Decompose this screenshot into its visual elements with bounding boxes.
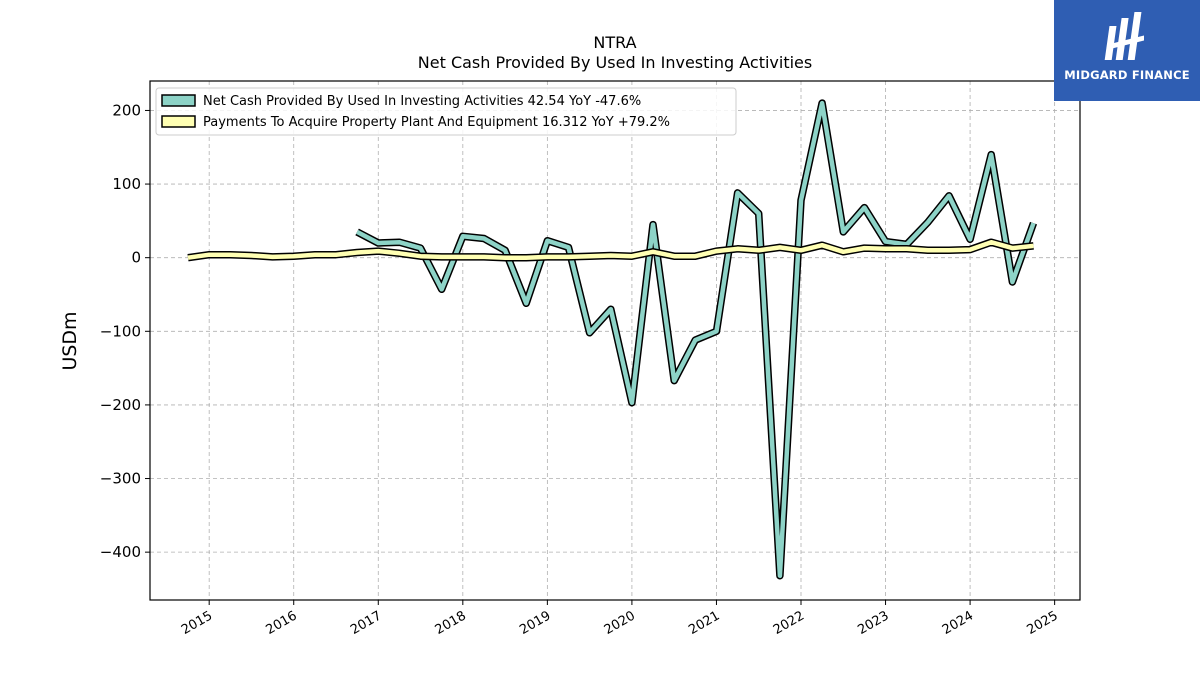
x-tick-label: 2016 [264, 608, 300, 638]
chart-title: NTRA [593, 33, 636, 52]
grid-lines [150, 81, 1080, 600]
y-tick-label: 200 [112, 101, 141, 119]
y-tick-label: −400 [100, 543, 141, 561]
y-tick-label: −300 [100, 470, 141, 488]
x-tick-label: 2021 [686, 608, 722, 638]
x-tick-label: 2018 [433, 608, 469, 638]
series-stroke [356, 100, 1036, 578]
x-tick-label: 2019 [517, 608, 553, 638]
midgard-logo-icon [1104, 12, 1144, 60]
series-capex-line [187, 238, 1034, 262]
y-tick-label: −100 [100, 322, 141, 340]
y-tick-label: 0 [131, 249, 141, 267]
y-tick-label: 100 [112, 175, 141, 193]
legend-swatch-capex [161, 115, 196, 128]
legend-label-investing: Net Cash Provided By Used In Investing A… [203, 94, 641, 109]
y-axis-label: USDm [59, 311, 81, 370]
midgard-finance-logo: MIDGARD FINANCE [1054, 0, 1200, 101]
series-investing-line [355, 99, 1038, 580]
x-tick-label: 2022 [771, 608, 807, 638]
x-tick-label: 2017 [348, 608, 384, 638]
y-tick-label: −200 [100, 396, 141, 414]
x-tick-label: 2025 [1024, 608, 1060, 638]
legend: Net Cash Provided By Used In Investing A… [155, 87, 737, 136]
x-tick-label: 2024 [940, 608, 976, 638]
x-tick-label: 2015 [179, 608, 215, 638]
chart-subtitle: Net Cash Provided By Used In Investing A… [418, 53, 812, 72]
legend-box [155, 87, 737, 136]
x-tick-label: 2020 [602, 608, 638, 638]
series-stroke [187, 239, 1034, 260]
series-layer [187, 99, 1038, 580]
legend-swatch-investing [161, 94, 196, 107]
x-tick-label: 2023 [855, 608, 891, 638]
plot-frame [149, 80, 1081, 601]
logo-text: MIDGARD FINANCE [1064, 68, 1190, 82]
axis-ticks: 200 100 0 −100 −200 −300 −400 2015 2016 2017 2018 2… [100, 101, 1061, 638]
legend-label-capex: Payments To Acquire Property Plant And E… [203, 115, 670, 130]
